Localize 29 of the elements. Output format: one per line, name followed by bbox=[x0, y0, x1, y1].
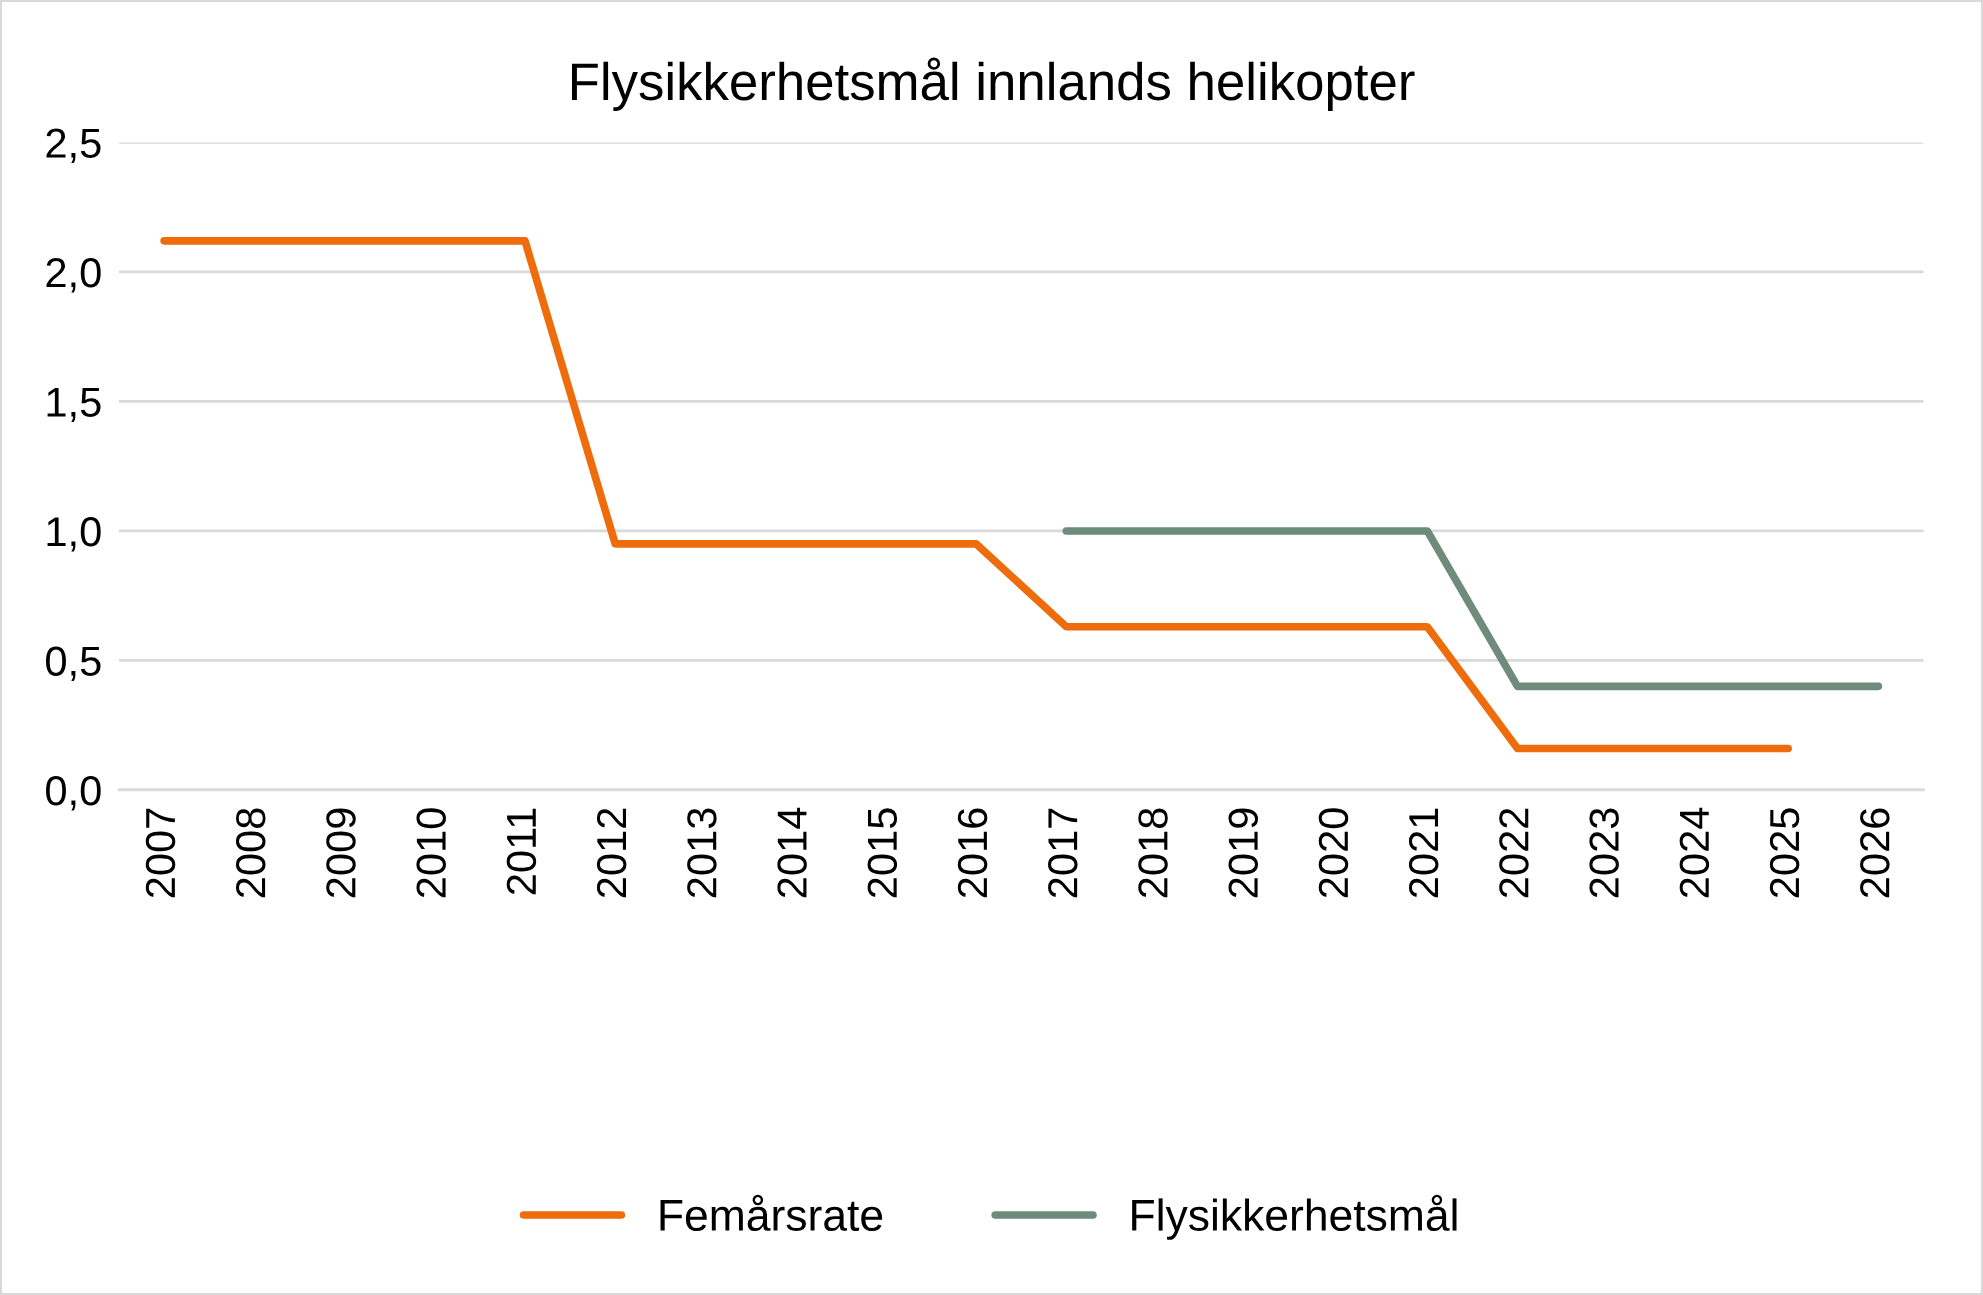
x-tick-label: 2014 bbox=[777, 807, 807, 898]
x-tick-label: 2019 bbox=[1228, 808, 1258, 898]
x-tick-label: 2018 bbox=[1138, 808, 1168, 898]
y-tick-label: 1,5 bbox=[47, 387, 101, 422]
x-tick-label: 2008 bbox=[236, 808, 266, 898]
x-tick-label: 2016 bbox=[957, 808, 988, 898]
x-tick-label: 2020 bbox=[1318, 808, 1349, 898]
y-tick-label: 2,0 bbox=[46, 257, 101, 293]
x-tick-label: 2013 bbox=[687, 808, 717, 898]
x-tick-label: 2022 bbox=[1499, 808, 1529, 898]
y-tick-label: 0,5 bbox=[46, 646, 101, 681]
x-tick-label: 2010 bbox=[416, 808, 446, 898]
x-tick-label: 2017 bbox=[1048, 808, 1078, 898]
y-tick-label: 0,0 bbox=[46, 775, 101, 811]
x-tick-label: 2024 bbox=[1679, 807, 1710, 898]
x-tick-label: 2026 bbox=[1860, 808, 1890, 898]
x-tick-label: 2023 bbox=[1589, 808, 1619, 898]
x-tick-label: 2025 bbox=[1769, 808, 1800, 898]
x-tick-label: 2015 bbox=[867, 808, 898, 898]
x-tick-label: 2012 bbox=[596, 808, 627, 898]
legend-label: Flysikkerhetsmål bbox=[1132, 1194, 1457, 1240]
y-tick-label: 1,0 bbox=[47, 516, 101, 552]
x-tick-label: 2021 bbox=[1408, 808, 1439, 898]
x-tick-label: 2009 bbox=[326, 808, 356, 898]
legend-label: Femårsrate bbox=[660, 1194, 883, 1232]
x-tick-label: 2011 bbox=[506, 808, 537, 895]
chart-title: Flysikkerhetsmål innlands helikopter bbox=[571, 57, 1415, 111]
x-tick-label: 2007 bbox=[145, 808, 176, 898]
y-tick-label: 2,5 bbox=[46, 128, 101, 163]
